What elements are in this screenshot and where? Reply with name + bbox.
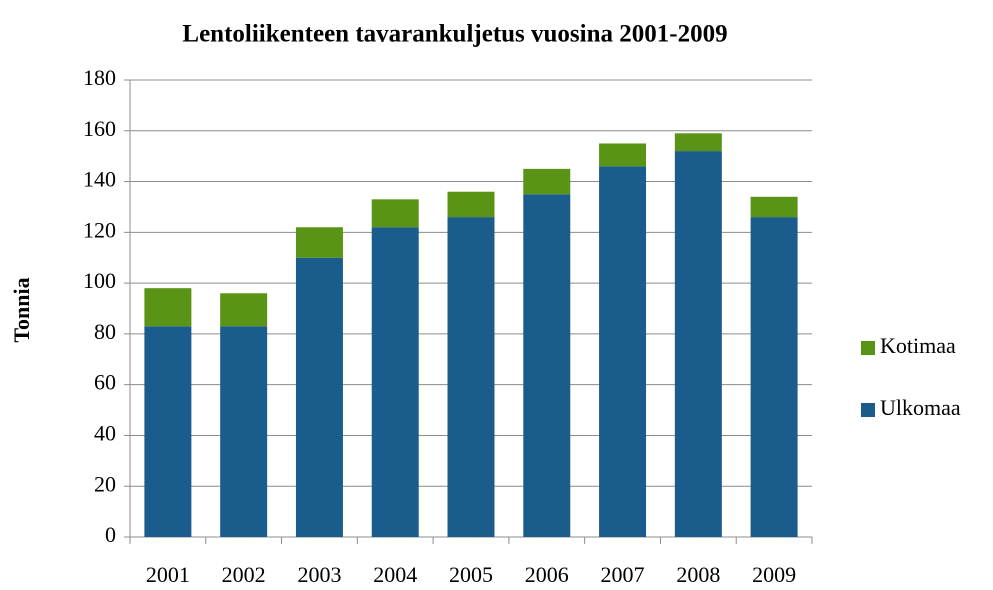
bar-segment [674, 151, 722, 538]
y-tick-label: 0 [105, 522, 116, 547]
bar-segment [371, 227, 419, 537]
bar-segment [295, 257, 343, 537]
legend-swatch [861, 341, 875, 355]
bar-segment [220, 293, 268, 327]
bar-segment [144, 288, 192, 327]
legend-label: Ulkomaa [880, 395, 961, 420]
y-tick-label: 40 [94, 420, 116, 445]
x-tick-label: 2008 [676, 562, 720, 587]
x-tick-label: 2001 [146, 562, 190, 587]
x-tick-label: 2009 [752, 562, 796, 587]
x-tick-label: 2007 [601, 562, 645, 587]
bar-segment [144, 326, 192, 537]
bar-segment [750, 217, 798, 537]
legend-swatch [861, 403, 875, 417]
bar-segment [599, 166, 647, 538]
x-tick-label: 2005 [449, 562, 493, 587]
y-tick-label: 180 [83, 65, 116, 90]
bar-segment [447, 217, 495, 537]
bar-segment [523, 194, 571, 537]
y-tick-label: 80 [94, 319, 116, 344]
bar-segment [523, 168, 571, 195]
y-tick-label: 100 [83, 268, 116, 293]
bar-segment [371, 199, 419, 228]
bar-segment [295, 227, 343, 258]
y-tick-label: 160 [83, 116, 116, 141]
bar-segment [674, 133, 722, 152]
bar-segment [447, 191, 495, 218]
legend-label: Kotimaa [880, 333, 956, 358]
y-axis-label: Tonnia [9, 277, 34, 342]
y-tick-label: 60 [94, 370, 116, 395]
x-tick-label: 2004 [373, 562, 417, 587]
bar-segment [220, 326, 268, 537]
x-tick-label: 2002 [222, 562, 266, 587]
bar-segment [599, 143, 647, 167]
x-tick-label: 2006 [525, 562, 569, 587]
chart-title: Lentoliikenteen tavarankuljetus vuosina … [182, 21, 727, 48]
bar-segment [750, 196, 798, 218]
y-tick-label: 140 [83, 167, 116, 192]
y-tick-label: 120 [83, 217, 116, 242]
y-tick-label: 20 [94, 471, 116, 496]
x-tick-label: 2003 [297, 562, 341, 587]
